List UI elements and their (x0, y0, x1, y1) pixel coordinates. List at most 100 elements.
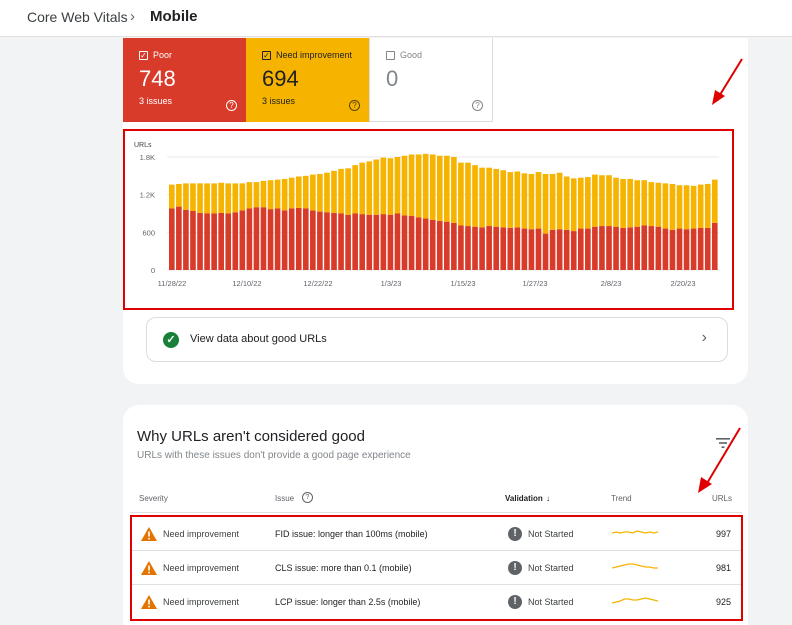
good-label: Good (400, 50, 423, 60)
bar-need-improvement (458, 162, 464, 226)
bar-poor (500, 227, 507, 270)
warning-icon (141, 527, 157, 541)
bar-poor (465, 226, 471, 270)
bar-need-improvement (218, 182, 224, 213)
bar-need-improvement (669, 183, 676, 230)
y-tick-label: 1.2K (140, 191, 155, 200)
y-tick-label: 600 (142, 228, 155, 237)
good-checkbox[interactable] (386, 51, 395, 60)
table-row[interactable]: Need improvement FID issue: longer than … (132, 517, 741, 551)
bar-poor (556, 229, 563, 270)
bar-poor (415, 217, 422, 270)
bar-poor (281, 210, 288, 270)
bar-poor (366, 214, 373, 270)
summary-tile-need-improvement[interactable]: ✓ Need improvement 694 3 issues ? (246, 38, 369, 122)
bar-need-improvement (542, 173, 549, 234)
bar-need-improvement (295, 176, 302, 208)
sort-arrow-down-icon[interactable]: ↓ (546, 494, 550, 503)
bar-need-improvement (253, 182, 260, 208)
bar-poor (394, 213, 401, 270)
breadcrumb-chevron-icon: › (130, 8, 135, 25)
help-icon[interactable]: ? (302, 492, 313, 503)
bar-need-improvement (387, 158, 394, 215)
summary-tile-poor[interactable]: ✓ Poor 748 3 issues ? (123, 38, 246, 122)
poor-label: Poor (153, 50, 173, 60)
bar-need-improvement (232, 183, 239, 213)
bar-poor (521, 228, 528, 270)
table-row[interactable]: Need improvement LCP issue: longer than … (132, 585, 741, 619)
table-row[interactable]: Need improvement CLS issue: more than 0.… (132, 551, 741, 585)
bar-need-improvement (585, 177, 591, 229)
bar-poor (669, 229, 676, 270)
bar-need-improvement (711, 179, 718, 223)
sparkline-path (612, 597, 658, 604)
summary-tile-good[interactable]: Good 0 ? (369, 38, 493, 122)
bar-need-improvement (204, 183, 210, 214)
bar-poor (613, 226, 619, 270)
bar-need-improvement (577, 177, 584, 229)
column-urls[interactable]: URLs (712, 494, 733, 503)
bar-need-improvement (599, 175, 605, 227)
help-icon[interactable]: ? (472, 100, 483, 111)
bar-need-improvement (676, 185, 683, 229)
bar-need-improvement (401, 155, 408, 216)
bar-poor (436, 221, 443, 270)
x-tick-label: 2/8/23 (601, 279, 622, 288)
bar-poor (592, 226, 598, 270)
header-divider (130, 512, 742, 513)
bar-need-improvement (704, 183, 711, 228)
bar-poor (274, 208, 281, 270)
bar-poor (655, 226, 662, 270)
urls-chart: URLs 0 600 1.2K 1.8K 11/28/22 12/10/22 12/22/22… (123, 129, 734, 310)
bar-need-improvement (281, 178, 288, 211)
bar-need-improvement (324, 172, 330, 213)
check-circle-icon: ✓ (163, 332, 179, 348)
bar-need-improvement (288, 177, 295, 209)
filter-icon[interactable] (716, 437, 730, 449)
bar-need-improvement (408, 154, 415, 217)
exclamation-icon: ! (508, 595, 522, 609)
issues-table: Need improvement FID issue: longer than … (130, 515, 743, 621)
bar-need-improvement (436, 155, 443, 222)
bar-poor (662, 228, 669, 270)
bar-need-improvement (176, 183, 182, 207)
bar-need-improvement (380, 157, 387, 215)
bar-need-improvement (613, 177, 619, 227)
trend-sparkline (612, 597, 658, 604)
bar-poor (641, 225, 648, 270)
bar-poor (373, 214, 380, 270)
validation-status: Not Started (528, 529, 574, 539)
bar-need-improvement (683, 185, 690, 230)
bar-poor (472, 226, 478, 270)
help-icon[interactable]: ? (226, 100, 237, 111)
bar-poor (535, 228, 542, 270)
bar-need-improvement (169, 184, 175, 209)
column-severity[interactable]: Severity (139, 494, 168, 503)
bar-need-improvement (183, 183, 189, 210)
need-improvement-checkbox[interactable]: ✓ (262, 51, 271, 60)
bar-poor (676, 228, 683, 270)
validation-status: Not Started (528, 597, 574, 607)
bar-need-improvement (366, 161, 373, 215)
bar-need-improvement (500, 170, 507, 228)
bar-need-improvement (310, 174, 316, 211)
breadcrumb-parent[interactable]: Core Web Vitals (27, 9, 128, 25)
poor-issues: 3 issues (139, 96, 173, 106)
annotation-arrow-icon (698, 427, 741, 493)
bar-need-improvement (429, 154, 436, 220)
bar-need-improvement (697, 184, 704, 228)
bar-poor (627, 227, 633, 270)
bar-poor (620, 227, 626, 270)
column-validation[interactable]: Validation (505, 494, 543, 503)
bar-need-improvement (422, 153, 429, 219)
bar-poor (570, 231, 577, 270)
bar-need-improvement (521, 173, 528, 229)
poor-checkbox[interactable]: ✓ (139, 51, 148, 60)
column-issue[interactable]: Issue (275, 494, 295, 503)
view-good-urls-link[interactable]: ✓ View data about good URLs › (146, 317, 728, 362)
bar-poor (253, 207, 260, 270)
bar-poor (542, 233, 549, 270)
help-icon[interactable]: ? (349, 100, 360, 111)
bar-poor (549, 229, 556, 270)
bar-need-improvement (246, 182, 253, 209)
